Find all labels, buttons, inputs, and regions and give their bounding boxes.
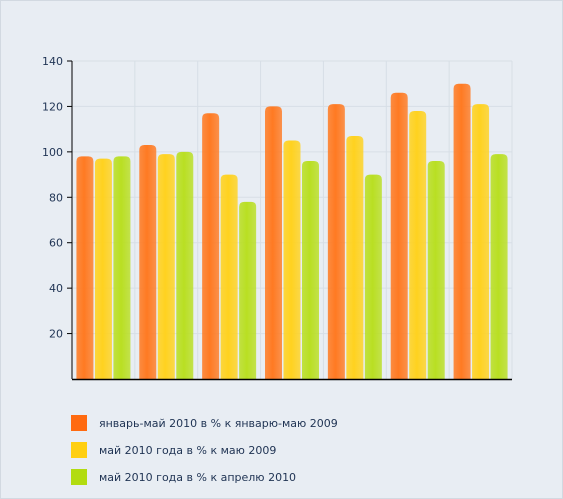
bar (94, 158, 112, 379)
bar (220, 174, 238, 379)
legend-item: май 2010 года в % к маю 2009 (71, 442, 491, 462)
bar (76, 156, 94, 379)
bar (176, 151, 194, 379)
y-tick-label: 20 (49, 328, 63, 341)
bar (157, 154, 175, 379)
bar (346, 135, 364, 379)
bar (390, 92, 408, 380)
bar (364, 174, 382, 379)
y-tick-label: 100 (42, 146, 63, 159)
bar (239, 201, 257, 379)
y-axis-ticks: 20 40 60 80 100 120 140 (42, 55, 63, 341)
bar (472, 104, 490, 380)
y-tick-label: 40 (49, 282, 63, 295)
legend-swatch-yellow (71, 442, 87, 458)
bar (327, 104, 345, 380)
bar (490, 154, 508, 379)
bar (202, 113, 220, 379)
bar (409, 110, 427, 379)
bar (113, 156, 131, 379)
legend-label: май 2010 года в % к маю 2009 (99, 444, 277, 457)
axes (67, 60, 512, 381)
bar (453, 83, 471, 379)
bar (427, 160, 445, 379)
bar (283, 140, 301, 379)
legend-item: май 2010 года в % к апрелю 2010 (71, 469, 491, 489)
bar (265, 106, 282, 379)
y-tick-label: 120 (42, 100, 63, 113)
y-tick-label: 80 (49, 191, 63, 204)
legend-label: май 2010 года в % к апрелю 2010 (99, 471, 297, 484)
bar (139, 145, 157, 379)
bar-chart: 20 40 60 80 100 120 140 (42, 55, 513, 381)
bar (302, 160, 319, 379)
legend-swatch-green (71, 469, 87, 485)
legend-label: январь-май 2010 в % к январю-маю 2009 (99, 417, 338, 430)
legend-item: январь-май 2010 в % к январю-маю 2009 (71, 415, 491, 435)
y-tick-label: 60 (49, 237, 63, 250)
legend-swatch-orange (71, 415, 87, 431)
bars (76, 83, 508, 380)
y-tick-label: 140 (42, 55, 63, 68)
